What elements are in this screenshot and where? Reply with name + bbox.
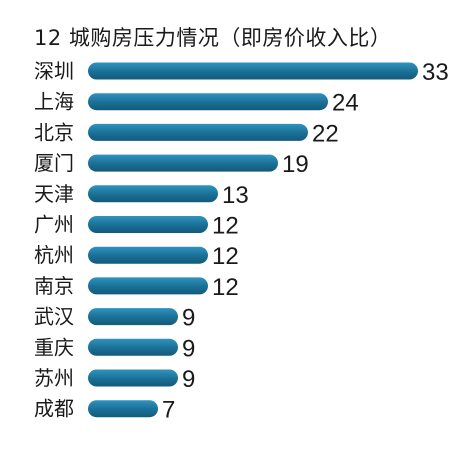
value-label: 12 (212, 213, 239, 240)
value-label: 13 (222, 182, 249, 209)
bar (88, 246, 208, 264)
value-label: 7 (162, 397, 175, 424)
bar (88, 277, 208, 295)
bar (88, 216, 208, 233)
bar (88, 369, 178, 387)
bar (88, 93, 328, 111)
category-label: 武汉 (34, 305, 74, 329)
value-label: 12 (212, 243, 239, 270)
category-label: 南京 (34, 274, 74, 298)
category-label: 北京 (34, 120, 74, 144)
category-label: 杭州 (34, 243, 74, 267)
value-label: 9 (182, 366, 195, 393)
bars-group: 深圳 33 上海 24 北京 22 厦门 19 天津 13 广州 12 杭州 12 南京 12 武汉 9 重庆 9 苏州… (34, 59, 449, 424)
bar (88, 400, 158, 418)
bar (88, 62, 418, 80)
bar (88, 185, 218, 203)
category-label: 天津 (34, 182, 74, 206)
bar (88, 123, 308, 141)
value-label: 19 (282, 151, 309, 178)
category-label: 上海 (34, 90, 74, 114)
bar (88, 154, 278, 172)
bar (88, 338, 178, 356)
chart-title: 12 城购房压力情况（即房价收入比） (34, 26, 392, 50)
category-label: 广州 (34, 213, 74, 237)
category-label: 厦门 (34, 151, 74, 175)
value-label: 9 (182, 335, 195, 362)
bar (88, 308, 178, 326)
category-label: 重庆 (34, 335, 74, 359)
value-label: 22 (312, 120, 339, 147)
value-label: 12 (212, 274, 239, 301)
value-label: 24 (332, 90, 359, 117)
value-label: 33 (422, 59, 449, 86)
category-label: 成都 (34, 397, 74, 421)
category-label: 深圳 (34, 59, 74, 83)
category-label: 苏州 (34, 366, 74, 390)
value-label: 9 (182, 305, 195, 332)
